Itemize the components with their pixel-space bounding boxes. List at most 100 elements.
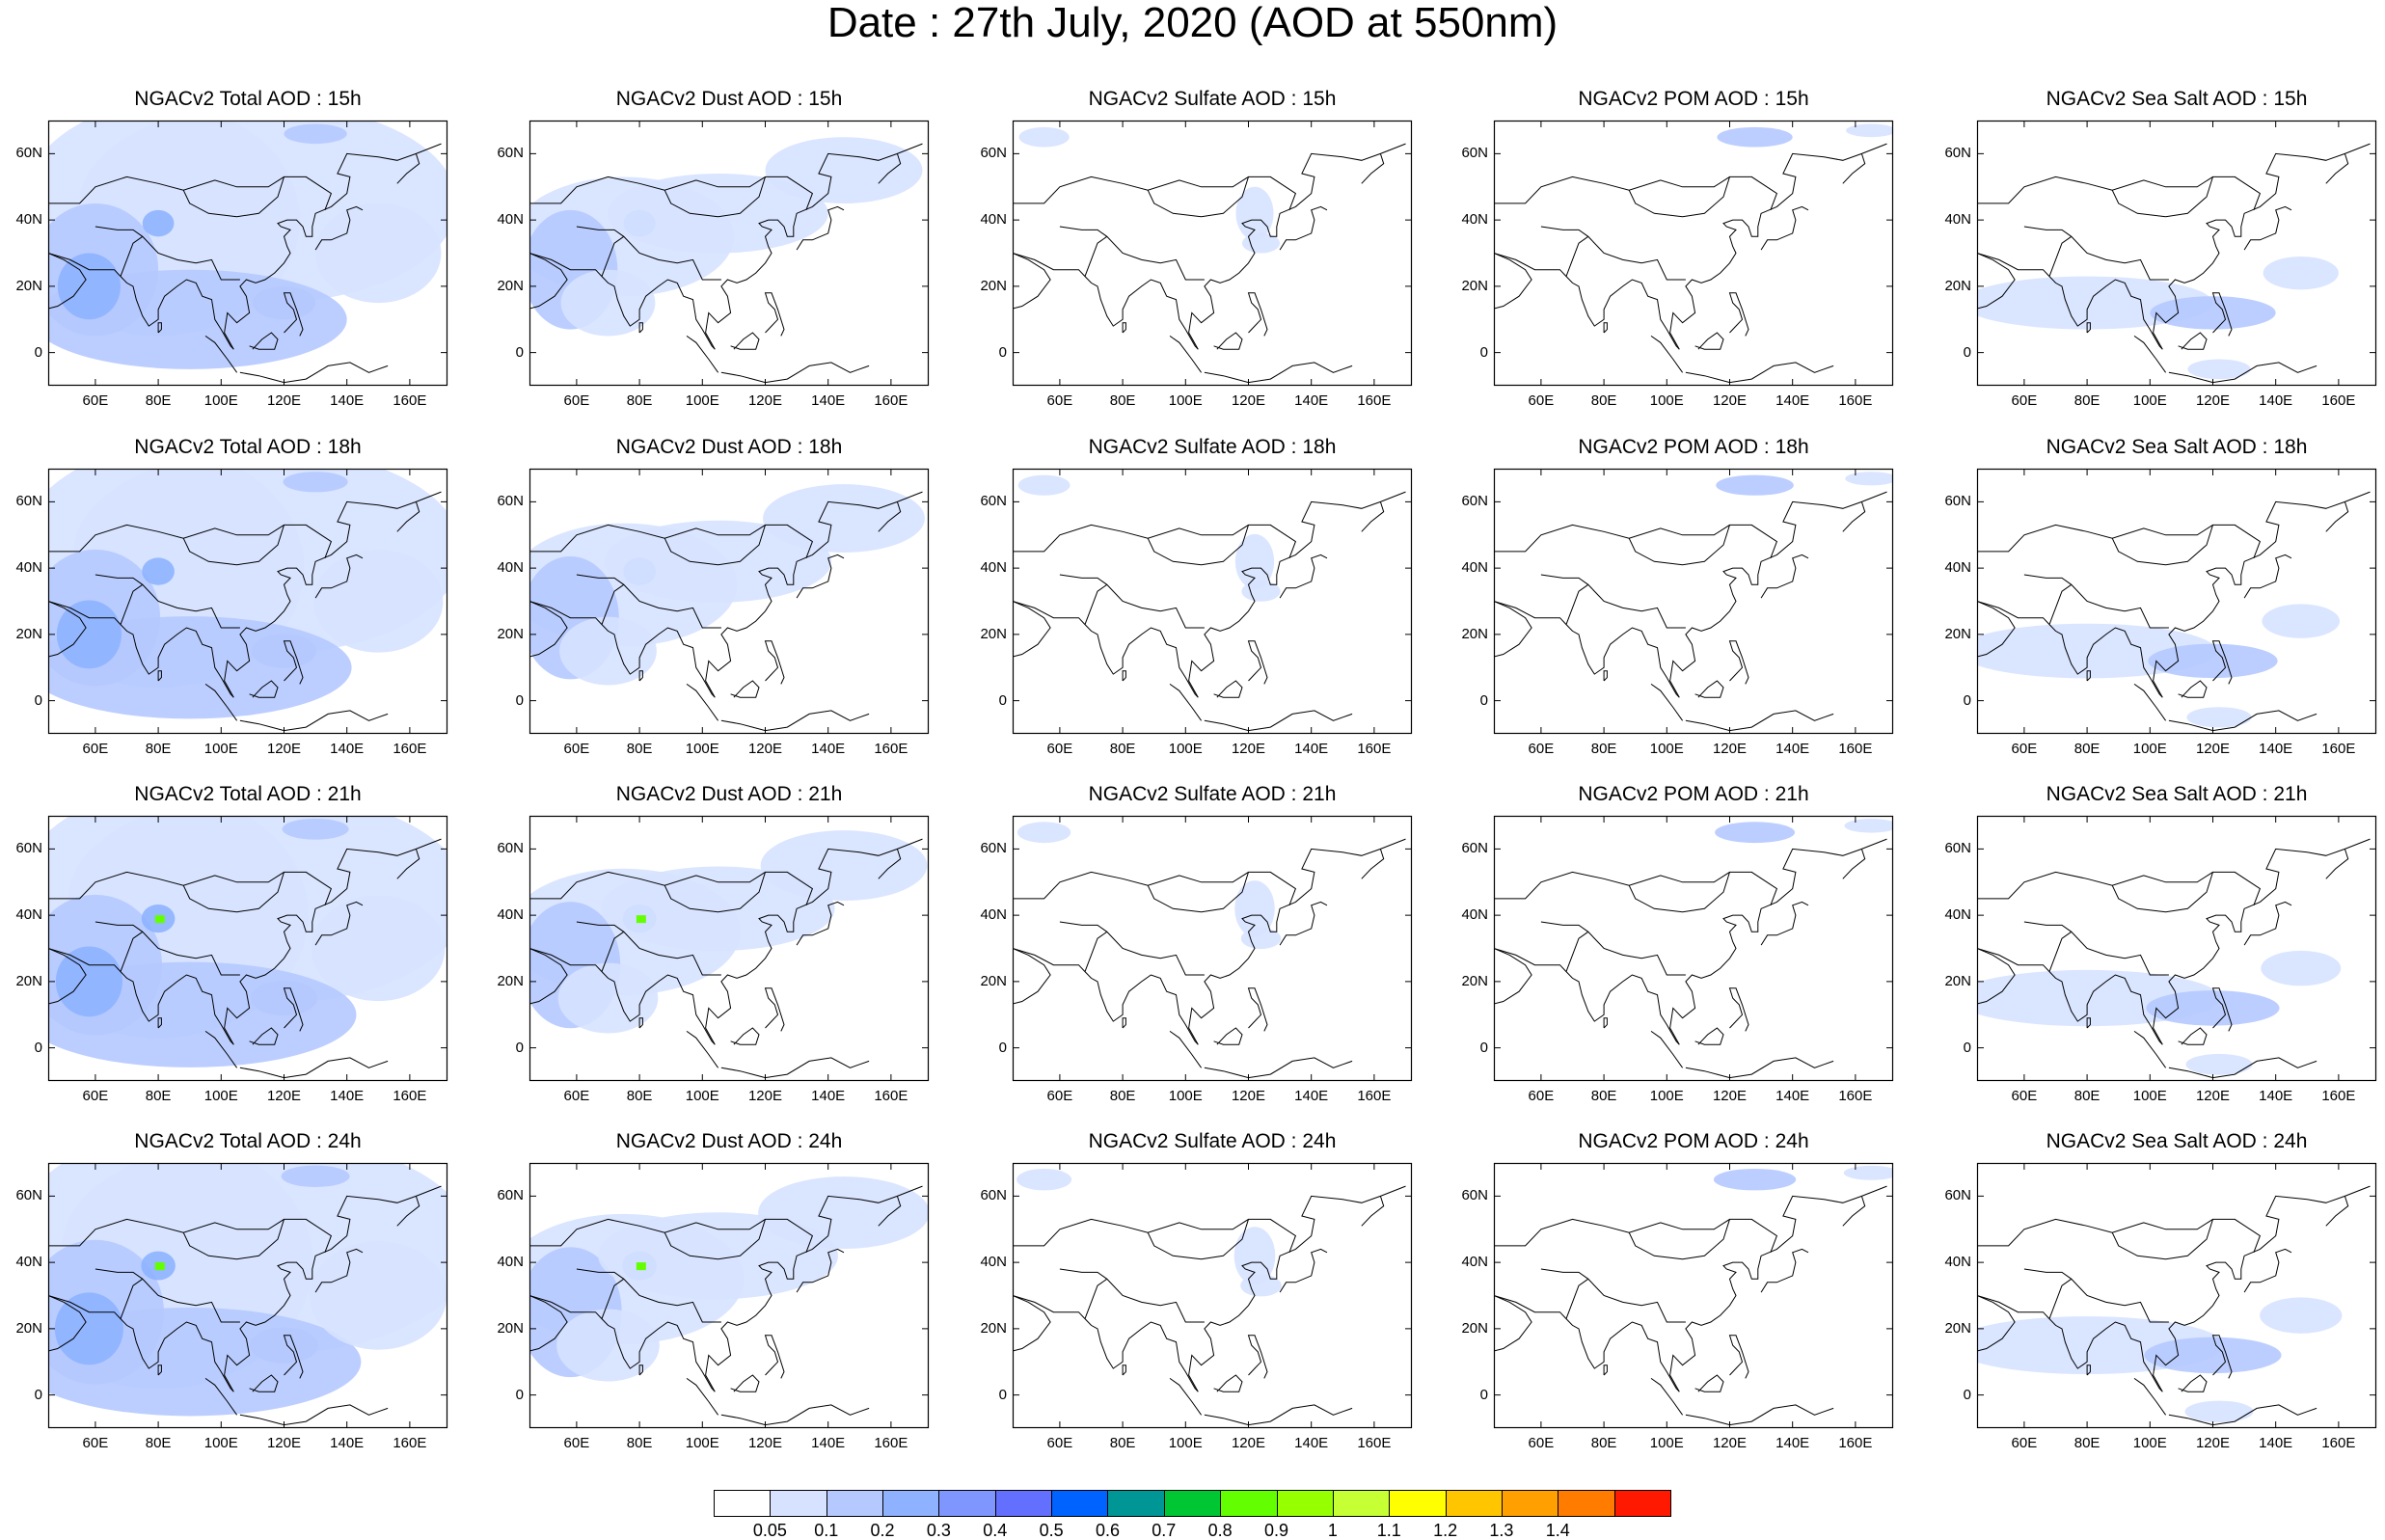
- y-tick-label: 0: [1963, 343, 1971, 361]
- coastline: [529, 948, 568, 1005]
- y-tick-label: 20N: [980, 1319, 1007, 1337]
- coastline: [2168, 1404, 2317, 1426]
- y-tick-label: 40N: [1461, 559, 1488, 577]
- y-tick-label: 60N: [497, 1187, 524, 1204]
- y-tick-label: 40N: [497, 906, 524, 924]
- x-tick-label: 140E: [811, 1088, 846, 1104]
- coastline: [1169, 683, 1203, 721]
- coastline: [1059, 1268, 1205, 1323]
- coastline: [529, 1295, 568, 1352]
- coastline: [2086, 670, 2091, 682]
- aod-region: [608, 174, 828, 254]
- y-tick-label: 60N: [1461, 145, 1488, 162]
- x-tick-label: 100E: [203, 392, 238, 409]
- aod-field: [48, 816, 447, 1079]
- map-frame: [1976, 120, 2377, 387]
- coastline: [1977, 253, 2016, 310]
- coastline: [1122, 322, 1126, 334]
- coastline: [1694, 332, 1724, 350]
- coastline: [1760, 205, 1809, 251]
- x-tick-label: 120E: [266, 1435, 301, 1451]
- aod-map-panel: [47, 815, 448, 1082]
- coastline: [1669, 143, 1887, 350]
- aod-field: [1013, 474, 1406, 732]
- coastline: [204, 335, 238, 373]
- map-frame: [1976, 468, 2377, 735]
- y-tick-label: 0: [1963, 691, 1971, 709]
- map-frame: [1012, 1162, 1413, 1429]
- x-tick-label: 120E: [1231, 741, 1265, 757]
- aod-map-panel: [1493, 468, 1894, 735]
- map-frame: [1976, 815, 2377, 1082]
- coastline: [1169, 1377, 1203, 1416]
- colorbar-swatch: [1501, 1490, 1559, 1517]
- coastline: [2111, 525, 2213, 566]
- x-tick-label: 140E: [811, 1435, 846, 1451]
- coastline: [2153, 491, 2371, 698]
- y-tick-label: 20N: [15, 625, 42, 642]
- coastline: [2048, 235, 2073, 277]
- coastline: [120, 235, 144, 277]
- panel-title: NGACv2 Sea Salt AOD : 18h: [2046, 436, 2308, 458]
- panel-title: NGACv2 Sea Salt AOD : 24h: [2046, 1130, 2308, 1152]
- coastline: [1013, 871, 1297, 905]
- coastline: [878, 1196, 902, 1227]
- coastline: [157, 1364, 162, 1376]
- colorbar-label: 0.8: [1207, 1521, 1233, 1540]
- coastline: [1494, 948, 1532, 1005]
- coastline: [48, 1295, 234, 1392]
- aod-map-panel: [1012, 120, 1413, 387]
- map-svg: [1012, 120, 1413, 387]
- coastline: [2178, 1374, 2208, 1392]
- coastline: [705, 491, 923, 698]
- coastline: [878, 849, 902, 879]
- x-tick-label: 100E: [1168, 741, 1203, 757]
- x-tick-label: 120E: [1712, 1435, 1747, 1451]
- aod-region: [252, 285, 316, 320]
- y-tick-label: 20N: [1944, 1319, 1971, 1337]
- coastline: [686, 1030, 719, 1068]
- x-tick-label: 120E: [1712, 741, 1747, 757]
- x-tick-label: 60E: [1046, 1088, 1073, 1104]
- coastline: [1013, 253, 1051, 310]
- aod-field: [48, 1163, 447, 1426]
- y-tick-label: 0: [1479, 343, 1488, 361]
- aod-region: [1017, 474, 1071, 496]
- y-tick-label: 40N: [497, 211, 524, 229]
- y-tick-label: 40N: [980, 211, 1007, 229]
- panel-title: NGACv2 Total AOD : 15h: [134, 88, 362, 110]
- aod-map-panel: [1976, 468, 2377, 735]
- x-tick-label: 140E: [1775, 741, 1810, 757]
- coastline: [1084, 931, 1108, 972]
- aod-region: [763, 484, 925, 553]
- aod-map-panel: [528, 468, 930, 735]
- map-frame: [47, 468, 448, 735]
- y-tick-label: 60N: [1944, 145, 1971, 162]
- colorbar-swatch: [1276, 1490, 1334, 1517]
- y-tick-label: 60N: [980, 1187, 1007, 1204]
- coastline: [1494, 1295, 1680, 1392]
- colorbar-swatch: [1389, 1490, 1447, 1517]
- y-tick-label: 0: [1479, 1039, 1488, 1056]
- coastline: [2023, 574, 2169, 629]
- x-tick-label: 60E: [82, 1088, 109, 1104]
- aod-region: [1846, 123, 1893, 138]
- coastline: [249, 1027, 279, 1045]
- coastline: [1188, 838, 1406, 1045]
- y-tick-label: 20N: [1461, 625, 1488, 642]
- map-svg: [528, 1162, 930, 1429]
- coastline: [95, 921, 240, 976]
- x-tick-label: 100E: [1649, 741, 1684, 757]
- coastline: [1279, 901, 1328, 946]
- x-tick-label: 80E: [1109, 392, 1136, 409]
- coastline: [1760, 554, 1809, 599]
- map-frame: [1493, 468, 1894, 735]
- x-tick-label: 80E: [1109, 1088, 1136, 1104]
- coastline: [239, 1057, 389, 1079]
- coastline: [576, 1268, 721, 1323]
- coastline: [1603, 1364, 1608, 1376]
- coastline: [705, 1185, 923, 1392]
- coastline: [1169, 335, 1203, 373]
- y-tick-label: 60N: [1461, 840, 1488, 857]
- map-svg: [1493, 468, 1894, 735]
